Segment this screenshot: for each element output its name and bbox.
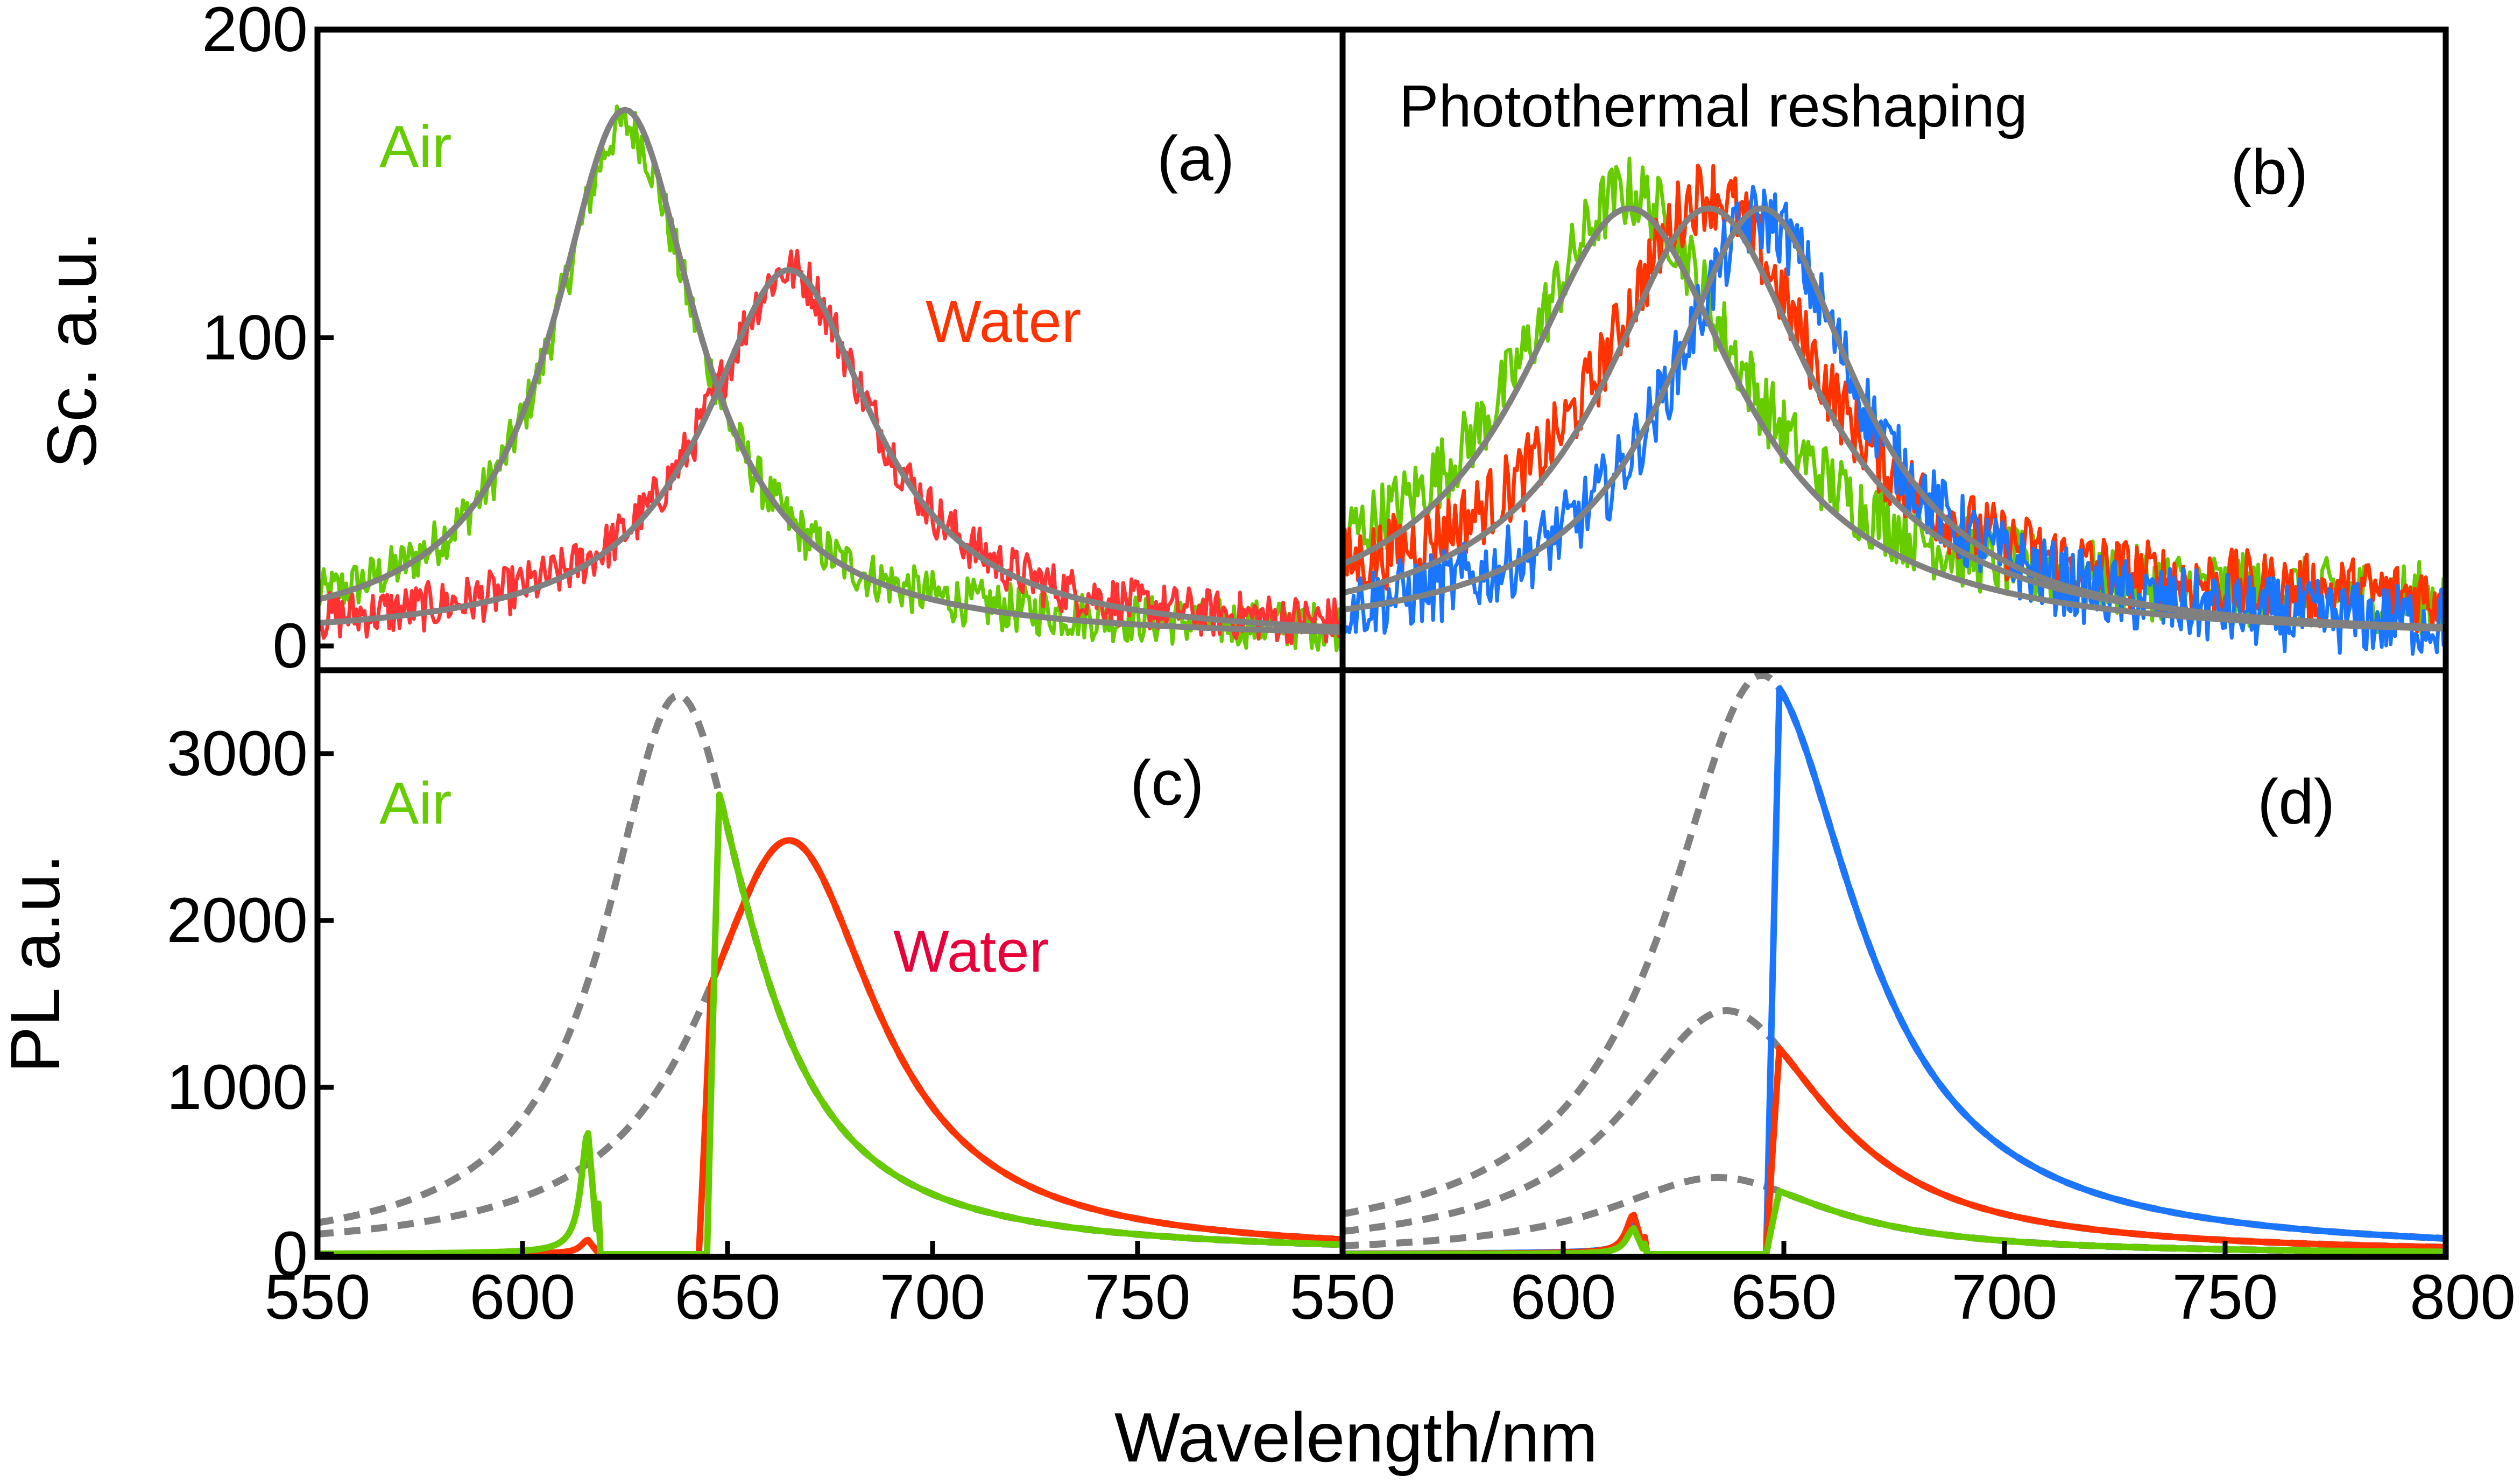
panel-c-ylabel: PL a.u. bbox=[0, 854, 74, 1073]
panel-c-y-ticks: 0 1000 2000 3000 bbox=[166, 718, 334, 1290]
panel-d-x-ticks: 550 600 650 700 750 800 bbox=[1290, 1241, 2516, 1333]
panel-a-ytick-label-1: 100 bbox=[202, 303, 308, 374]
panel-d-series-1 bbox=[1343, 1007, 2446, 1251]
panel-c-xtick-label-0: 550 bbox=[265, 1262, 371, 1333]
panel-c-xtick-label-4: 750 bbox=[1085, 1262, 1191, 1333]
panel-c-xtick-label-1: 600 bbox=[470, 1262, 576, 1333]
panel-c-xtick-label-3: 700 bbox=[880, 1262, 986, 1333]
panel-d-frame bbox=[1339, 667, 2449, 1260]
panel-a-ytick-label-2: 200 bbox=[202, 0, 308, 65]
panel-d-series bbox=[1343, 671, 2446, 1257]
panel-b-series-3 bbox=[1343, 205, 2446, 632]
panel-c-xtick-label-2: 650 bbox=[675, 1262, 781, 1333]
panel-a-water-label: Water bbox=[926, 289, 1081, 355]
panel-d-xtick-label-1: 600 bbox=[1510, 1262, 1617, 1333]
panel-a: 0 100 200 (a) Air Water Sc. a.u. bbox=[32, 0, 1346, 681]
panel-b-series-1 bbox=[1343, 163, 2446, 634]
panel-b-series-2 bbox=[1343, 185, 2446, 656]
panel-d-label: (d) bbox=[2257, 767, 2335, 838]
panel-d-xtick-label-4: 750 bbox=[2172, 1262, 2278, 1333]
panel-c-ytick-label-1: 1000 bbox=[166, 1052, 308, 1123]
panel-d-xtick-label-3: 700 bbox=[1952, 1262, 2058, 1333]
panel-d-xtick-label-2: 650 bbox=[1731, 1262, 1837, 1333]
panel-a-y-ticks: 0 100 200 bbox=[202, 0, 334, 681]
panel-b-series-5 bbox=[1343, 205, 2446, 631]
panel-c-x-ticks: 550 600 650 700 750 bbox=[265, 1241, 1191, 1333]
panel-c: 0 1000 2000 3000 550 600 650 700 750 (c) Air Wa… bbox=[0, 667, 1346, 1333]
panel-c-ytick-label-2: 2000 bbox=[166, 885, 308, 956]
panel-b-title: Photothermal reshaping bbox=[1399, 73, 2028, 139]
panel-d: 550 600 650 700 750 800 (d) bbox=[1290, 667, 2516, 1333]
panel-a-ylabel: Sc. a.u. bbox=[32, 231, 111, 469]
panel-c-label: (c) bbox=[1130, 748, 1204, 819]
panel-a-series bbox=[317, 104, 1343, 652]
panel-a-air-label: Air bbox=[379, 114, 451, 180]
panel-a-label: (a) bbox=[1157, 123, 1234, 194]
panel-c-series bbox=[317, 692, 1343, 1257]
panel-a-ytick-label-0: 0 bbox=[272, 610, 308, 681]
panel-c-series-2 bbox=[317, 837, 1343, 1257]
panel-c-air-label: Air bbox=[379, 770, 451, 837]
panel-c-water-label: Water bbox=[893, 918, 1049, 985]
panel-c-ytick-label-3: 3000 bbox=[166, 718, 308, 789]
panel-a-series-3 bbox=[317, 267, 1343, 631]
panel-d-xtick-label-0: 550 bbox=[1290, 1262, 1396, 1333]
panel-b: Photothermal reshaping (b) bbox=[1339, 26, 2449, 673]
panel-a-series-0 bbox=[317, 104, 1343, 652]
panel-b-series-0 bbox=[1343, 157, 2446, 636]
panel-d-xtick-label-5: 800 bbox=[2410, 1262, 2516, 1333]
panel-c-series-3 bbox=[317, 791, 1343, 1257]
x-axis-title: Wavelength/nm bbox=[1114, 1398, 1598, 1477]
panel-d-series-5 bbox=[1343, 1187, 2446, 1257]
panel-b-series bbox=[1343, 157, 2446, 656]
panel-c-ytick-label-0: 0 bbox=[272, 1219, 308, 1290]
panel-d-series-0 bbox=[1343, 671, 2446, 1242]
panel-a-series-1 bbox=[317, 249, 1343, 645]
panel-b-label: (b) bbox=[2230, 137, 2308, 208]
panel-a-series-2 bbox=[317, 107, 1343, 635]
